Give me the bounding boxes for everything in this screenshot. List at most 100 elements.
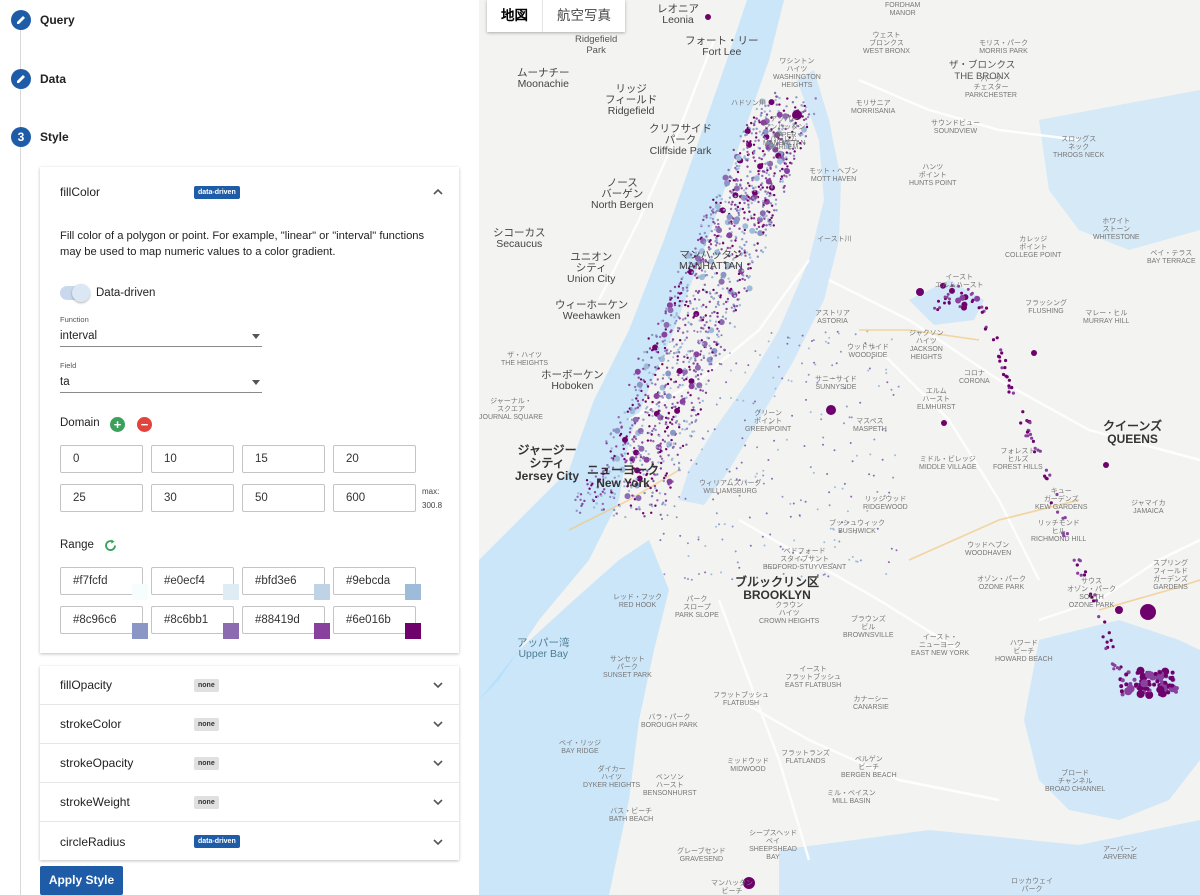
data-point bbox=[589, 493, 592, 496]
chevron-down-icon[interactable] bbox=[433, 797, 443, 807]
data-point bbox=[633, 449, 640, 456]
data-point bbox=[687, 321, 690, 324]
chevron-down-icon[interactable] bbox=[433, 680, 443, 690]
data-point bbox=[765, 224, 768, 227]
range-color-input[interactable]: #e0ecf4 bbox=[151, 567, 239, 600]
data-point bbox=[744, 157, 747, 161]
range-color-input[interactable]: #8c96c6 bbox=[60, 606, 148, 639]
domain-input[interactable]: 20 bbox=[333, 445, 416, 473]
data-point bbox=[677, 461, 681, 465]
data-point bbox=[610, 491, 613, 494]
domain-input[interactable]: 50 bbox=[242, 484, 325, 512]
map-type-satellite-button[interactable]: 航空写真 bbox=[557, 8, 611, 23]
map-view[interactable]: 地図 航空写真 レオニア Leonia Ridgefield Park フォート・リ… bbox=[479, 0, 1200, 895]
data-point bbox=[700, 269, 704, 272]
data-point bbox=[705, 305, 708, 309]
domain-input[interactable]: 15 bbox=[242, 445, 325, 473]
property-row-circle-radius[interactable]: circleRadius data-driven bbox=[40, 822, 459, 861]
color-swatch[interactable] bbox=[132, 584, 148, 600]
fill-color-header[interactable]: fillColor data-driven bbox=[40, 167, 459, 217]
property-row-fill-opacity[interactable]: fillOpacity none bbox=[40, 666, 459, 705]
data-points-layer bbox=[574, 14, 1179, 889]
data-point bbox=[650, 477, 654, 480]
data-point bbox=[738, 250, 741, 253]
field-select[interactable]: ta bbox=[60, 373, 262, 393]
color-swatch[interactable] bbox=[132, 623, 148, 639]
map-label: ベイ・リッジ BAY RIDGE bbox=[559, 740, 601, 755]
data-point bbox=[701, 399, 704, 403]
data-point bbox=[776, 111, 783, 118]
step-style[interactable]: 3 Style bbox=[11, 127, 69, 147]
data-point bbox=[833, 539, 836, 541]
data-point bbox=[744, 128, 751, 135]
data-point bbox=[760, 133, 763, 136]
domain-input[interactable]: 0 bbox=[60, 445, 143, 473]
data-point bbox=[671, 402, 674, 406]
step-data[interactable]: Data bbox=[11, 69, 66, 89]
data-point bbox=[747, 263, 750, 266]
add-domain-button[interactable]: + bbox=[110, 417, 125, 432]
data-point bbox=[658, 394, 661, 398]
data-point bbox=[948, 297, 952, 301]
data-point bbox=[657, 461, 660, 464]
data-point bbox=[827, 342, 830, 345]
data-point bbox=[673, 380, 676, 384]
data-point bbox=[737, 214, 741, 217]
data-point bbox=[695, 313, 698, 316]
data-point bbox=[662, 460, 665, 463]
data-point bbox=[657, 409, 660, 412]
color-swatch[interactable] bbox=[314, 623, 330, 639]
domain-input[interactable]: 30 bbox=[151, 484, 234, 512]
function-select[interactable]: interval bbox=[60, 327, 262, 347]
property-row-stroke-color[interactable]: strokeColor none bbox=[40, 705, 459, 744]
range-color-input[interactable]: #f7fcfd bbox=[60, 567, 148, 600]
range-color-input[interactable]: #8c6bb1 bbox=[151, 606, 239, 639]
data-point bbox=[760, 107, 763, 111]
color-swatch[interactable] bbox=[314, 584, 330, 600]
data-point bbox=[648, 425, 651, 428]
color-swatch[interactable] bbox=[223, 623, 239, 639]
data-point bbox=[623, 464, 627, 468]
refresh-icon[interactable] bbox=[103, 538, 118, 553]
map-label: Ridgefield Park bbox=[575, 34, 618, 56]
data-point bbox=[726, 262, 733, 269]
map-label: シコーカス Secaucus bbox=[493, 227, 546, 250]
range-color-input[interactable]: #bfd3e6 bbox=[242, 567, 330, 600]
map-type-map-button[interactable]: 地図 bbox=[487, 0, 543, 32]
step-query[interactable]: Query bbox=[11, 10, 75, 30]
data-point bbox=[791, 101, 795, 104]
range-color-input[interactable]: #6e016b bbox=[333, 606, 421, 639]
data-point bbox=[733, 185, 740, 192]
property-row-stroke-weight[interactable]: strokeWeight none bbox=[40, 783, 459, 822]
chevron-down-icon[interactable] bbox=[433, 758, 443, 768]
data-point bbox=[743, 287, 746, 290]
chevron-down-icon[interactable] bbox=[433, 837, 443, 847]
color-swatch[interactable] bbox=[405, 584, 421, 600]
range-color-value: #f7fcfd bbox=[73, 575, 108, 587]
data-point bbox=[655, 334, 658, 337]
range-color-input[interactable]: #9ebcda bbox=[333, 567, 421, 600]
color-swatch[interactable] bbox=[223, 584, 239, 600]
property-row-stroke-opacity[interactable]: strokeOpacity none bbox=[40, 744, 459, 783]
domain-input[interactable]: 600 bbox=[333, 484, 416, 512]
range-color-input[interactable]: #88419d bbox=[242, 606, 330, 639]
chevron-up-icon[interactable] bbox=[433, 187, 443, 197]
data-point bbox=[757, 173, 760, 176]
data-point bbox=[759, 98, 766, 105]
data-point bbox=[633, 498, 637, 501]
data-point bbox=[798, 142, 802, 145]
domain-input[interactable]: 25 bbox=[60, 484, 143, 512]
chevron-down-icon[interactable] bbox=[433, 719, 443, 729]
data-point bbox=[691, 271, 694, 274]
data-point bbox=[605, 440, 608, 443]
apply-style-button[interactable]: Apply Style bbox=[40, 866, 123, 895]
data-point bbox=[623, 485, 626, 488]
data-driven-toggle[interactable] bbox=[60, 284, 90, 302]
data-point bbox=[748, 275, 751, 278]
data-point bbox=[646, 469, 649, 473]
domain-input[interactable]: 10 bbox=[151, 445, 234, 473]
data-point bbox=[788, 147, 791, 151]
remove-domain-button[interactable]: − bbox=[137, 417, 152, 432]
data-point bbox=[633, 373, 636, 376]
color-swatch[interactable] bbox=[405, 623, 421, 639]
